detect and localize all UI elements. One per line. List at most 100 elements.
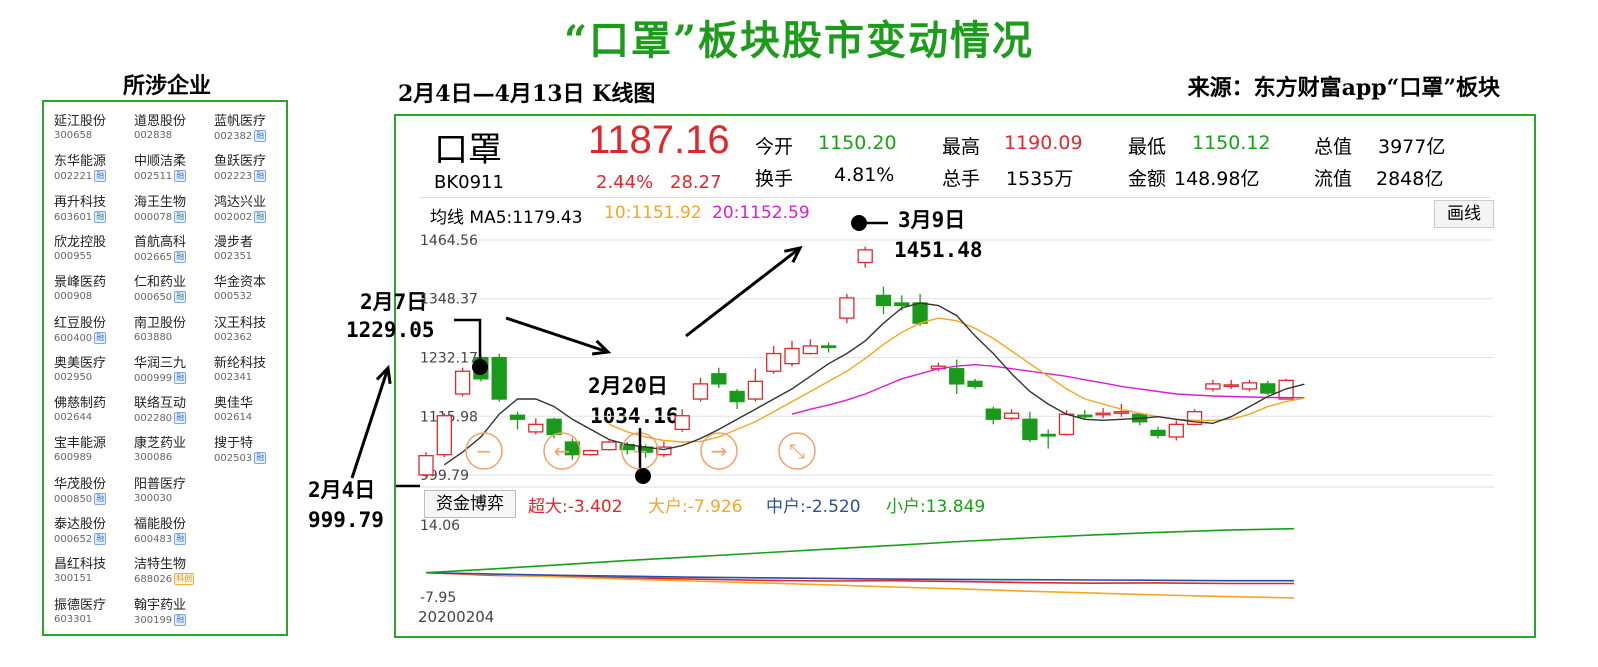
company-code: 000078 融	[134, 210, 187, 223]
company-name: 联络互动	[134, 396, 187, 412]
candle-body	[839, 297, 855, 319]
scroll-left-icon[interactable]: ←	[543, 432, 581, 470]
company-item[interactable]: 道恩股份 002838	[134, 114, 214, 154]
candle-body	[546, 418, 562, 436]
marker-feb7	[472, 359, 488, 375]
arrow-head	[784, 245, 803, 263]
company-item[interactable]: 汉王科技 002362	[214, 316, 294, 356]
company-item[interactable]: 泰达股份 000652 融	[54, 517, 134, 557]
company-item[interactable]: 阳普医疗 300030	[134, 477, 214, 517]
company-item[interactable]: 东华能源 002221 融	[54, 154, 134, 194]
company-code: 000652 融	[54, 533, 107, 545]
turnover-value: 4.81%	[834, 164, 895, 186]
company-item[interactable]: 康芝药业 300086	[134, 436, 214, 476]
turnover-label: 换手	[755, 168, 794, 190]
fund-large-legend: 大户:-7.926	[648, 497, 743, 517]
company-item[interactable]: 延江股份 300658	[54, 114, 134, 154]
margin-badge: 融	[94, 492, 107, 505]
y-tick-label: 1464.56	[420, 233, 478, 249]
company-code: 002665 融	[134, 250, 187, 263]
ma20-line	[791, 363, 1305, 415]
company-name: 昌红科技	[54, 557, 107, 573]
company-code: 300658	[54, 130, 93, 141]
company-item[interactable]: 搜于特 002503 融	[214, 436, 294, 476]
draw-line-button[interactable]: 画线	[1434, 200, 1494, 228]
company-name: 佛慈制药	[54, 396, 107, 412]
company-item[interactable]: 鸿达兴业 002002 融	[214, 195, 294, 235]
margin-badge: 融	[174, 371, 187, 384]
company-item[interactable]: 联络互动 002280 融	[134, 396, 214, 436]
fund-y-max: 14.06	[420, 518, 461, 534]
company-code: 000532	[214, 291, 253, 303]
company-item[interactable]: 红豆股份 600400 融	[54, 316, 134, 356]
fund-y-min: -7.95	[420, 590, 457, 606]
company-item[interactable]: 欣龙控股 000955	[54, 235, 134, 275]
annotation-arrow	[350, 367, 390, 479]
company-name: 华金资本	[214, 275, 267, 291]
low-value: 1150.12	[1192, 132, 1271, 154]
company-item[interactable]: 仁和药业 000650 融	[134, 275, 214, 315]
company-item[interactable]: 华金资本 000532	[214, 275, 294, 315]
company-item[interactable]: 再升科技 603601 融	[54, 195, 134, 235]
company-item[interactable]: 华润三九 000999 融	[134, 356, 214, 396]
candle-body	[491, 356, 507, 400]
company-item[interactable]: 中顺洁柔 002511 融	[134, 154, 214, 194]
company-item[interactable]: 鱼跃医疗 002223 融	[214, 154, 294, 194]
company-item[interactable]: 华茂股份 000850 融	[54, 477, 134, 517]
candle-body	[820, 345, 837, 349]
company-item[interactable]: 振德医疗 603301	[54, 598, 134, 638]
company-list-title: 所涉企业	[122, 73, 211, 99]
company-item[interactable]: 漫步者 002351	[214, 235, 294, 275]
chart-subtitle: 2月4日—4月13日 K线图	[398, 81, 656, 107]
company-item[interactable]: 佛慈制药 002644	[54, 396, 134, 436]
change-value: 28.27	[670, 172, 722, 193]
fund-tab[interactable]: 资金博弈	[424, 490, 516, 518]
company-code: 000650 融	[134, 291, 187, 304]
margin-badge: 融	[174, 291, 187, 304]
marker-mar9	[851, 215, 867, 231]
float-value: 2848亿	[1376, 168, 1444, 190]
ma5-line	[443, 302, 1305, 466]
y-tick-label: 1232.17	[420, 351, 478, 367]
company-code: 002351	[214, 250, 253, 262]
company-item[interactable]: 洁特生物 688026 科创	[134, 557, 214, 597]
company-item[interactable]: 奥美医疗 002950	[54, 356, 134, 396]
candle-body	[1058, 413, 1075, 436]
company-item[interactable]: 南卫股份 603880	[134, 316, 214, 356]
candle-body	[674, 415, 690, 431]
company-code: 300086	[134, 452, 173, 464]
annotation-feb4-date: 2月4日	[308, 478, 376, 502]
margin-badge: 融	[254, 452, 267, 465]
zoom-out-icon[interactable]: −	[465, 432, 503, 470]
company-code: 002950	[54, 371, 93, 383]
candle-body	[875, 294, 892, 307]
candle-body	[1168, 423, 1184, 438]
annotation-arrow	[685, 246, 801, 338]
company-name: 华润三九	[134, 355, 187, 371]
company-item[interactable]: 奥佳华 002614	[214, 396, 294, 436]
arrow-head	[591, 339, 612, 356]
candle-body	[1205, 383, 1221, 390]
company-item[interactable]: 新纶科技 002341	[214, 356, 294, 396]
change-percent: 2.44%	[596, 172, 654, 193]
candle-body	[1260, 383, 1276, 394]
company-item[interactable]: 宝丰能源 600989	[54, 436, 134, 476]
company-name: 搜于特	[214, 436, 254, 452]
company-name: 漫步者	[214, 234, 254, 250]
fullscreen-icon[interactable]: ⤡	[778, 432, 816, 470]
company-item[interactable]: 福能股份 600483 融	[134, 517, 214, 557]
company-code: 603880	[134, 331, 173, 343]
company-item[interactable]: 海王生物 000078 融	[134, 195, 214, 235]
company-code: 002382 融	[214, 130, 267, 142]
scroll-right-icon[interactable]: →	[700, 432, 738, 470]
amount-value: 148.98亿	[1174, 168, 1260, 190]
company-code: 300151	[54, 573, 93, 585]
company-item[interactable]: 景峰医药 000908	[54, 275, 134, 315]
company-item[interactable]: 蓝帆医疗 002382 融	[214, 114, 294, 154]
margin-badge: 融	[94, 210, 107, 223]
company-item[interactable]: 昌红科技 300151	[54, 557, 134, 597]
company-item[interactable]: 首航高科 002665 融	[134, 235, 214, 275]
company-name: 洁特生物	[134, 557, 187, 573]
fund-line	[425, 571, 1295, 599]
company-item[interactable]: 翰宇药业 300199 融	[134, 598, 214, 638]
